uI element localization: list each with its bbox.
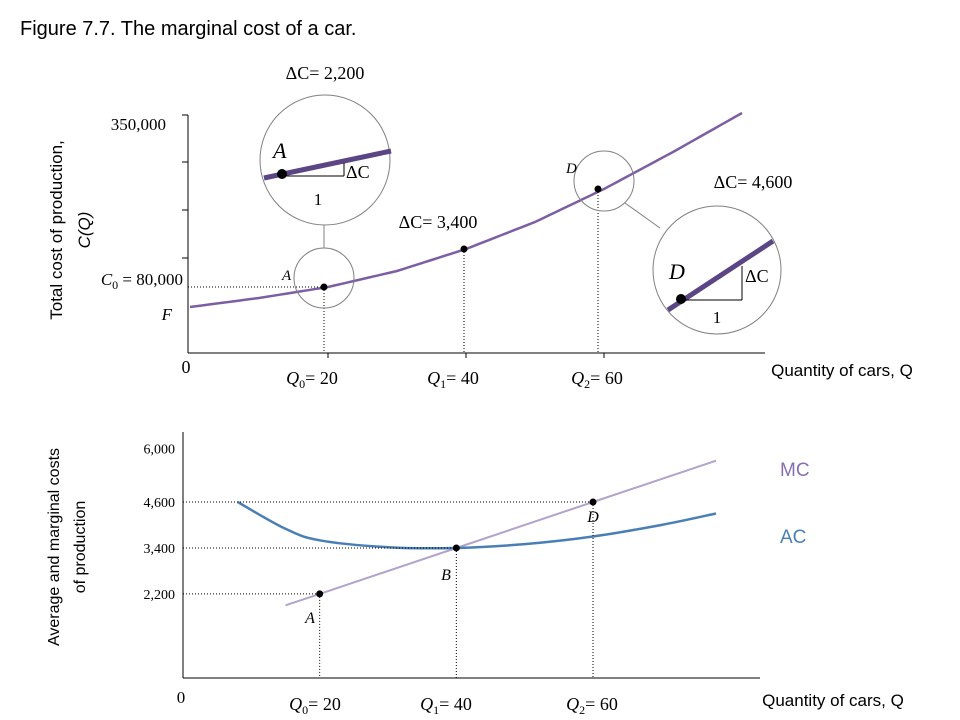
top-y-axis-label-2: C(Q): [75, 212, 94, 249]
ac-label: AC: [780, 527, 806, 548]
magnifier-d-small: [573, 150, 635, 212]
inset-d-label: D: [668, 259, 685, 284]
xtick-q1-top: Q1= 40: [427, 368, 479, 391]
point-d-label-top: D: [565, 161, 577, 177]
inset-d-dc: ΔC: [745, 266, 769, 286]
bottom-y-axis-label-1: Average and marginal costs: [46, 448, 63, 646]
inset-a-label: A: [271, 138, 287, 163]
point-a-top: [320, 283, 328, 291]
bottom-x-axis-label: Quantity of cars, Q: [762, 691, 904, 710]
xtick-q0-top: Q0= 20: [286, 368, 338, 391]
point-q1-top: [460, 245, 468, 253]
mc-line: [285, 459, 717, 607]
inset-d-one: 1: [713, 308, 722, 327]
xtick-q2-top: Q2= 60: [571, 368, 623, 391]
top-panel: A ΔC 1 D ΔC 1 A D ΔC= 2,200 ΔC= 3,400 ΔC= 4,600 350…: [47, 63, 913, 391]
mc-label: MC: [780, 460, 810, 481]
point-d-top: [594, 185, 602, 193]
point-b-label-bottom: B: [441, 567, 451, 584]
point-a-label-bottom: A: [304, 610, 315, 627]
bottom-ytick-4600: 4,600: [144, 496, 176, 511]
dc-mid-annotation: ΔC= 3,400: [399, 212, 478, 232]
top-y-axis-label-1: Total cost of production,: [47, 140, 66, 320]
xtick-q2-bottom: Q2= 60: [566, 694, 618, 717]
inset-a-point: [277, 169, 287, 179]
ytick-c0: C0 = 80,000: [101, 270, 183, 292]
inset-a-dc: ΔC: [346, 162, 370, 182]
dc-d-annotation: ΔC= 4,600: [714, 172, 793, 192]
inset-d-point: [676, 294, 686, 304]
dc-a-annotation: ΔC= 2,200: [286, 63, 365, 83]
ytick-350000: 350,000: [111, 115, 166, 134]
point-a-bottom: [316, 590, 324, 598]
inset-a-one: 1: [314, 190, 323, 209]
bottom-origin-label: 0: [177, 688, 186, 707]
figure-title: Figure 7.7. The marginal cost of a car.: [20, 18, 357, 40]
magnifier-a-large: [259, 94, 391, 226]
point-a-label-top: A: [281, 268, 292, 284]
top-x-axis-label: Quantity of cars, Q: [771, 361, 913, 380]
point-b-bottom: [452, 544, 460, 552]
xtick-q1-bottom: Q1= 40: [420, 694, 472, 717]
ytick-f: F: [161, 305, 173, 324]
bottom-y-axis-label-2: of production: [72, 501, 89, 594]
bottom-panel: A B D 6,000 4,600 3,400 2,200 0 Q0= 20 Q1= 40 Q2= …: [46, 432, 904, 717]
bottom-ytick-6000: 6,000: [144, 443, 176, 458]
magnifier-d-connector: [624, 202, 661, 229]
point-d-label-bottom: D: [586, 509, 599, 526]
xtick-q0-bottom: Q0= 20: [289, 694, 341, 717]
point-d-bottom: [589, 498, 597, 506]
bottom-ytick-2200: 2,200: [144, 588, 176, 603]
bottom-ytick-3400: 3,400: [144, 542, 176, 557]
top-origin-label: 0: [182, 357, 191, 377]
